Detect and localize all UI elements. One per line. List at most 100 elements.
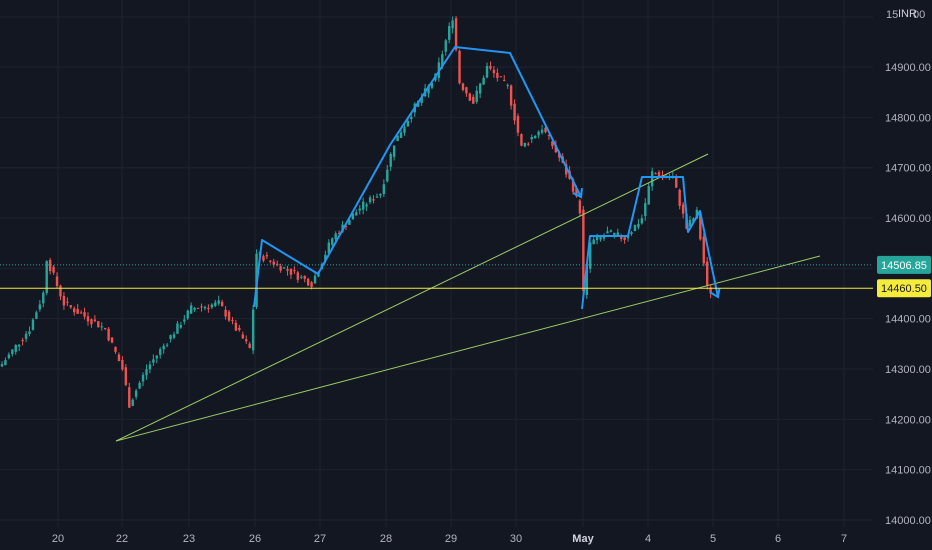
candle-body: [362, 201, 365, 210]
candle-body: [245, 339, 248, 342]
candle-body: [392, 145, 396, 157]
candle-body: [448, 26, 451, 40]
candle-body: [420, 97, 423, 103]
x-tick-label: 28: [380, 533, 392, 545]
candle-body: [217, 300, 220, 304]
candle-body: [296, 272, 300, 280]
candle-body: [606, 231, 609, 234]
candle-body: [637, 223, 640, 228]
candle-body: [327, 242, 330, 254]
candle-body: [14, 344, 17, 352]
x-tick-label: 4: [645, 533, 651, 545]
y-tick-label: 14100.00: [885, 465, 931, 477]
x-tick-label: 23: [183, 533, 195, 545]
candle-body: [396, 135, 399, 142]
candle-body: [104, 328, 107, 330]
candle-body: [348, 220, 351, 225]
candle-body: [534, 135, 537, 139]
drawing-path[interactable]: [253, 46, 582, 308]
grid: [0, 0, 873, 527]
candle-body: [620, 236, 623, 239]
trendlines[interactable]: [115, 153, 821, 442]
candle-body: [578, 200, 582, 214]
candle-body: [117, 354, 121, 362]
drawings[interactable]: [253, 46, 721, 310]
candle-body: [499, 76, 502, 78]
candle-body: [282, 267, 286, 269]
candle-body: [410, 116, 413, 120]
candle-body: [18, 344, 21, 347]
candle-body: [110, 337, 114, 343]
candle-body: [176, 323, 179, 334]
candle-body: [513, 103, 516, 121]
candle-body: [300, 276, 303, 278]
candle-body: [399, 132, 403, 138]
candle-body: [262, 256, 265, 261]
trendline[interactable]: [115, 153, 709, 442]
candle-body: [210, 304, 214, 308]
candle-body: [468, 93, 472, 101]
y-tick-label: 14300.00: [885, 364, 931, 376]
candle-body: [644, 203, 647, 217]
candle-body: [355, 212, 358, 216]
drawing-path[interactable]: [581, 176, 719, 310]
price-tag-label: 14460.50: [881, 283, 927, 295]
candle-body: [196, 307, 200, 309]
candle-body: [59, 285, 62, 297]
candle-body: [207, 307, 210, 309]
candle-body: [272, 261, 275, 265]
candle-body: [224, 309, 227, 317]
x-tick-label: 20: [52, 533, 64, 545]
candle-body: [331, 238, 334, 245]
x-tick-label: 30: [510, 533, 522, 545]
candle-body: [141, 374, 145, 382]
candle-body: [451, 20, 454, 29]
candle-body: [0, 364, 4, 367]
candle-body: [62, 296, 66, 306]
candle-body: [83, 312, 86, 317]
candle-body: [613, 232, 616, 237]
y-tick-label: 14900.00: [885, 62, 931, 74]
y-tick-label: 14700.00: [885, 163, 931, 175]
candle-body: [489, 65, 492, 69]
candle-body: [595, 235, 599, 241]
candle-body: [695, 209, 699, 219]
candle-body: [616, 232, 619, 236]
y-tick-label: 14000.00: [885, 515, 931, 527]
candle-body: [527, 143, 530, 145]
x-axis[interactable]: 20 22 23 26 27 28 29 30 May 4 5 6 7: [0, 527, 932, 550]
candle-body: [551, 141, 554, 147]
candle-body: [48, 259, 52, 271]
y-axis[interactable]: 14900.0014800.0014700.0014600.0014500.00…: [873, 0, 932, 550]
candle-body: [571, 179, 575, 192]
candle-body: [200, 306, 203, 308]
trendline[interactable]: [115, 255, 821, 442]
candle-body: [406, 121, 410, 127]
top-tick-suffix: 00: [913, 9, 925, 21]
candle-body: [403, 127, 406, 133]
candle-body: [575, 188, 578, 197]
candle-body: [155, 355, 158, 359]
candle-body: [465, 87, 468, 94]
candle-body: [585, 265, 588, 295]
candle-body: [582, 209, 585, 292]
x-axis-bg: [0, 527, 932, 550]
candle-body: [654, 173, 657, 175]
candle-body: [279, 266, 282, 271]
candle-body: [24, 333, 28, 339]
y-tick-label: 14600.00: [885, 213, 931, 225]
candle-body: [592, 239, 595, 245]
candle-body: [692, 218, 695, 222]
candle-body: [313, 275, 317, 284]
candle-body: [334, 233, 337, 240]
x-tick-label: 22: [116, 533, 128, 545]
candle-body: [630, 232, 633, 234]
candle-body: [496, 72, 499, 78]
candle-body: [269, 260, 272, 262]
y-tick-label: 14200.00: [885, 414, 931, 426]
candle-body: [599, 236, 602, 240]
candle-body: [372, 199, 375, 201]
candle-body: [265, 255, 269, 257]
